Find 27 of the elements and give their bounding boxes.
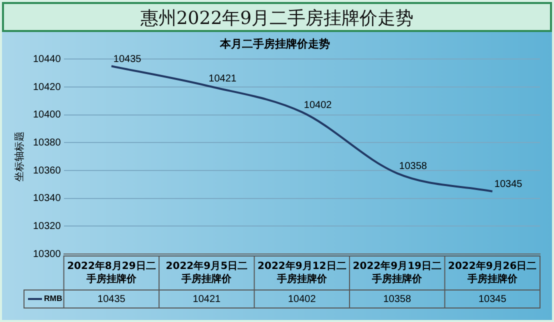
chart-title: 惠州2022年9月二手房挂牌价走势: [2, 2, 552, 32]
y-tick-label: 10320: [32, 220, 62, 232]
annotation: 10402: [304, 100, 332, 111]
y-tick-label: 10380: [32, 137, 62, 148]
data-label: 10421: [192, 294, 222, 305]
chart-subtitle: 本月二手房挂牌价走势: [219, 37, 330, 50]
data-label: 10435: [98, 294, 126, 305]
annotation: 10345: [494, 179, 523, 190]
x-tick-label: 2022年9月12日二手房挂牌价: [258, 260, 346, 286]
y-tick-label: 10300: [32, 248, 62, 260]
x-tick-label: 2022年9月19日二手房挂牌价: [352, 260, 442, 286]
y-axis-title: 坐标轴标题: [14, 132, 26, 182]
data-label: 10402: [288, 294, 316, 305]
annotation: 10421: [208, 73, 237, 84]
y-tick-label: 10360: [32, 165, 62, 176]
annotation: 10435: [113, 54, 142, 65]
x-tick-label: 2022年8月29日二手房挂牌价: [67, 260, 156, 286]
y-tick-label: 10340: [32, 193, 62, 204]
annotation: 10358: [399, 161, 428, 172]
y-tick-label: 10400: [32, 110, 62, 121]
x-tick-label: 2022年9月5日二手房挂牌价: [166, 260, 248, 286]
x-tick-label: 2022年9月26日二手房挂牌价: [448, 260, 537, 286]
data-label: 10345: [478, 294, 507, 305]
legend-label: RMB: [44, 294, 62, 304]
data-label: 10358: [383, 294, 412, 305]
y-tick-label: 10440: [32, 54, 62, 65]
y-tick-label: 10420: [32, 82, 62, 93]
